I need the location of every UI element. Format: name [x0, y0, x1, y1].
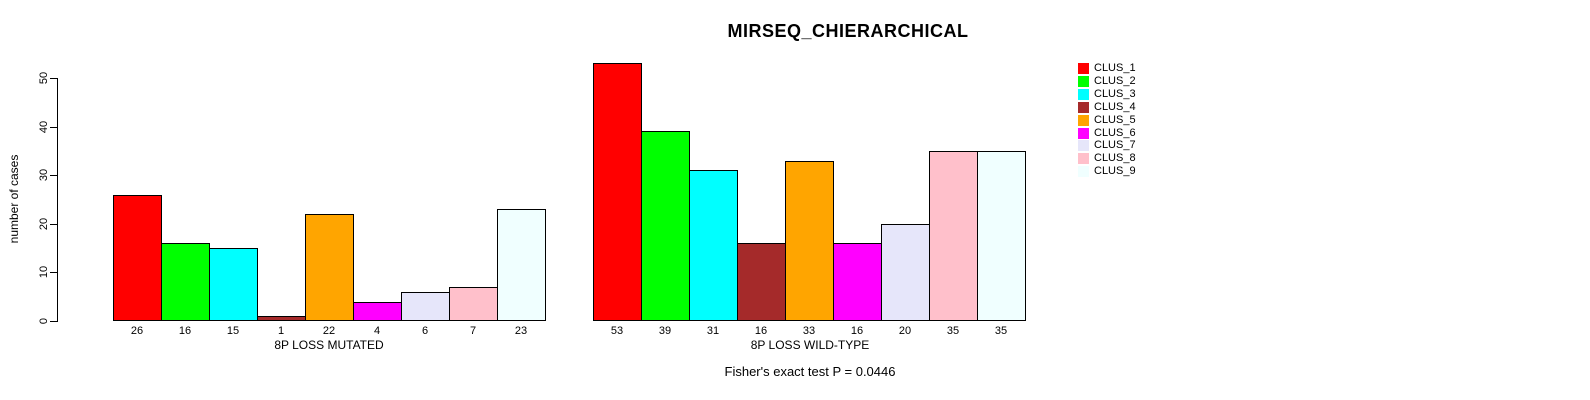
- legend-item: CLUS_4: [1078, 101, 1136, 114]
- bar-value-label: 22: [322, 325, 336, 337]
- bar-clus_4-wildtype: [737, 243, 786, 321]
- bar-value-label: 39: [658, 325, 672, 337]
- bar-clus_9-wildtype: [977, 151, 1026, 321]
- bar-value-label: 35: [994, 325, 1008, 337]
- y-axis-label: number of cases: [7, 154, 21, 244]
- legend-item: CLUS_3: [1078, 88, 1136, 101]
- y-tick-label: 30: [38, 168, 50, 182]
- bar-value-label: 15: [226, 325, 240, 337]
- bar-value-label: 53: [610, 325, 624, 337]
- bar-clus_2-mutated: [161, 243, 210, 321]
- y-tick-mark: [50, 321, 57, 322]
- legend-label: CLUS_9: [1094, 165, 1136, 177]
- y-tick-label: 50: [38, 71, 50, 85]
- bar-clus_8-mutated: [449, 287, 498, 321]
- legend-swatch-clus_4: [1078, 102, 1089, 113]
- legend-item: CLUS_6: [1078, 127, 1136, 140]
- legend-label: CLUS_5: [1094, 114, 1136, 126]
- bar-value-label: 26: [130, 325, 144, 337]
- legend-swatch-clus_2: [1078, 76, 1089, 87]
- bar-value-label: 6: [421, 325, 429, 337]
- bar-value-label: 23: [514, 325, 528, 337]
- legend-swatch-clus_6: [1078, 128, 1089, 139]
- x-axis-label-wildtype: 8P LOSS WILD-TYPE: [750, 338, 870, 352]
- legend-swatch-clus_3: [1078, 89, 1089, 100]
- legend-item: CLUS_8: [1078, 152, 1136, 165]
- bar-value-label: 31: [706, 325, 720, 337]
- legend-label: CLUS_3: [1094, 88, 1136, 100]
- bar-value-label: 16: [178, 325, 192, 337]
- legend-swatch-clus_7: [1078, 140, 1089, 151]
- bar-clus_5-wildtype: [785, 161, 834, 321]
- legend-label: CLUS_4: [1094, 101, 1136, 113]
- bar-value-label: 16: [754, 325, 768, 337]
- legend-swatch-clus_1: [1078, 63, 1089, 74]
- legend-label: CLUS_6: [1094, 127, 1136, 139]
- bar-clus_6-mutated: [353, 302, 402, 321]
- legend-label: CLUS_2: [1094, 75, 1136, 87]
- bar-clus_1-mutated: [113, 195, 162, 321]
- legend-item: CLUS_2: [1078, 75, 1136, 88]
- bar-clus_9-mutated: [497, 209, 546, 321]
- bar-clus_3-mutated: [209, 248, 258, 321]
- legend-item: CLUS_7: [1078, 139, 1136, 152]
- bar-value-label: 1: [277, 325, 285, 337]
- y-axis-line: [57, 78, 58, 322]
- legend-label: CLUS_8: [1094, 152, 1136, 164]
- y-tick-mark: [50, 272, 57, 273]
- x-axis-label-mutated: 8P LOSS MUTATED: [274, 338, 384, 352]
- legend-item: CLUS_9: [1078, 165, 1136, 178]
- legend-swatch-clus_5: [1078, 115, 1089, 126]
- caption-fisher-test: Fisher's exact test P = 0.0446: [724, 364, 896, 379]
- legend-item: CLUS_5: [1078, 114, 1136, 127]
- y-tick-label: 0: [38, 317, 50, 325]
- bar-value-label: 16: [850, 325, 864, 337]
- legend-item: CLUS_1: [1078, 62, 1136, 75]
- bar-value-label: 7: [469, 325, 477, 337]
- bar-value-label: 4: [373, 325, 381, 337]
- bar-value-label: 33: [802, 325, 816, 337]
- bar-value-label: 35: [946, 325, 960, 337]
- bar-clus_7-mutated: [401, 292, 450, 321]
- y-tick-mark: [50, 127, 57, 128]
- y-tick-mark: [50, 175, 57, 176]
- chart-title: MIRSEQ_CHIERARCHICAL: [727, 21, 969, 41]
- bar-clus_2-wildtype: [641, 131, 690, 321]
- bar-clus_8-wildtype: [929, 151, 978, 321]
- y-tick-label: 20: [38, 217, 50, 231]
- y-tick-label: 10: [38, 265, 50, 279]
- legend-label: CLUS_1: [1094, 62, 1136, 74]
- bar-clus_3-wildtype: [689, 170, 738, 321]
- bar-clus_6-wildtype: [833, 243, 882, 321]
- legend-swatch-clus_8: [1078, 153, 1089, 164]
- y-tick-label: 40: [38, 120, 50, 134]
- bar-clus_7-wildtype: [881, 224, 930, 321]
- y-tick-mark: [50, 224, 57, 225]
- bar-clus_5-mutated: [305, 214, 354, 321]
- y-tick-mark: [50, 78, 57, 79]
- bar-clus_4-mutated: [257, 316, 306, 321]
- legend-label: CLUS_7: [1094, 139, 1136, 151]
- bar-clus_1-wildtype: [593, 63, 642, 321]
- legend-swatch-clus_9: [1078, 166, 1089, 177]
- bar-value-label: 20: [898, 325, 912, 337]
